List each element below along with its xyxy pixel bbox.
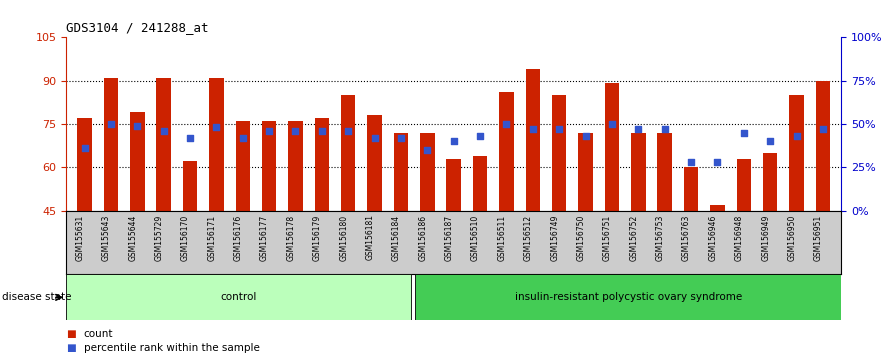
Bar	[394, 133, 408, 211]
Text: GSM156752: GSM156752	[629, 215, 639, 261]
Text: count: count	[84, 329, 113, 338]
Point	[130, 123, 144, 129]
Text: insulin-resistant polycystic ovary syndrome: insulin-resistant polycystic ovary syndr…	[515, 292, 742, 302]
Point	[447, 138, 461, 144]
Point	[78, 145, 92, 151]
Point	[684, 159, 698, 165]
Bar	[235, 121, 250, 211]
Point	[367, 135, 381, 141]
Point	[763, 138, 777, 144]
Text: control: control	[220, 292, 256, 302]
Text: GSM156177: GSM156177	[260, 215, 269, 261]
Point	[420, 147, 434, 153]
Bar	[473, 156, 487, 211]
Point	[394, 135, 408, 141]
Bar	[684, 167, 699, 211]
Bar	[262, 121, 277, 211]
Point	[789, 133, 803, 139]
Text: GSM156763: GSM156763	[682, 215, 691, 261]
Text: GSM156171: GSM156171	[207, 215, 217, 261]
Bar	[130, 112, 144, 211]
Point	[157, 128, 171, 134]
Text: GSM155643: GSM155643	[102, 215, 111, 261]
Text: GSM156181: GSM156181	[366, 215, 374, 261]
Text: GSM156750: GSM156750	[576, 215, 586, 261]
Bar	[552, 95, 566, 211]
Bar	[657, 133, 672, 211]
Bar	[737, 159, 751, 211]
Text: GSM156170: GSM156170	[181, 215, 190, 261]
Point	[710, 159, 724, 165]
Text: GSM155729: GSM155729	[155, 215, 164, 261]
Point	[737, 130, 751, 136]
Bar	[415, 274, 841, 320]
Text: GSM156186: GSM156186	[418, 215, 427, 261]
Point	[526, 126, 540, 132]
Point	[104, 121, 118, 127]
Text: GSM156753: GSM156753	[655, 215, 664, 261]
Point	[657, 126, 671, 132]
Text: GSM156187: GSM156187	[445, 215, 454, 261]
Text: GSM156510: GSM156510	[471, 215, 480, 261]
Text: GSM156749: GSM156749	[551, 215, 559, 261]
Bar	[789, 95, 803, 211]
Bar	[104, 78, 118, 211]
Text: GSM156751: GSM156751	[603, 215, 612, 261]
Bar	[288, 121, 303, 211]
Bar	[367, 115, 381, 211]
Text: GSM155631: GSM155631	[76, 215, 85, 261]
Text: GSM155644: GSM155644	[129, 215, 137, 261]
Bar	[182, 161, 197, 211]
Point	[210, 125, 224, 130]
Bar	[315, 118, 329, 211]
Point	[236, 135, 250, 141]
Text: GSM156511: GSM156511	[498, 215, 507, 261]
Bar	[420, 133, 434, 211]
Text: GSM156949: GSM156949	[761, 215, 770, 261]
Text: GSM156946: GSM156946	[708, 215, 717, 261]
Point	[183, 135, 197, 141]
Point	[552, 126, 566, 132]
Point	[605, 121, 619, 127]
Bar	[578, 133, 593, 211]
Point	[632, 126, 646, 132]
Bar	[447, 159, 461, 211]
Text: GSM156512: GSM156512	[524, 215, 533, 261]
Text: percentile rank within the sample: percentile rank within the sample	[84, 343, 260, 353]
Text: GSM156176: GSM156176	[233, 215, 243, 261]
Bar	[66, 274, 411, 320]
Bar	[816, 81, 830, 211]
Bar	[631, 133, 646, 211]
Text: GSM156948: GSM156948	[735, 215, 744, 261]
Point	[288, 128, 302, 134]
Text: GSM156184: GSM156184	[392, 215, 401, 261]
Point	[500, 121, 514, 127]
Point	[262, 128, 276, 134]
Bar	[78, 118, 92, 211]
Text: GSM156950: GSM156950	[788, 215, 796, 261]
Point	[579, 133, 593, 139]
Bar	[763, 153, 777, 211]
Bar	[526, 69, 540, 211]
Text: GDS3104 / 241288_at: GDS3104 / 241288_at	[66, 21, 209, 34]
Text: GSM156178: GSM156178	[286, 215, 295, 261]
Text: disease state: disease state	[2, 292, 71, 302]
Text: GSM156951: GSM156951	[814, 215, 823, 261]
Text: ■: ■	[66, 329, 76, 338]
Bar	[710, 205, 725, 211]
Text: GSM156180: GSM156180	[339, 215, 348, 261]
Bar	[604, 84, 619, 211]
Bar	[157, 78, 171, 211]
Bar	[209, 78, 224, 211]
Point	[816, 126, 830, 132]
Bar	[341, 95, 356, 211]
Point	[315, 128, 329, 134]
Point	[341, 128, 355, 134]
Text: GSM156179: GSM156179	[313, 215, 322, 261]
Point	[473, 133, 487, 139]
Bar	[500, 92, 514, 211]
Text: ■: ■	[66, 343, 76, 353]
